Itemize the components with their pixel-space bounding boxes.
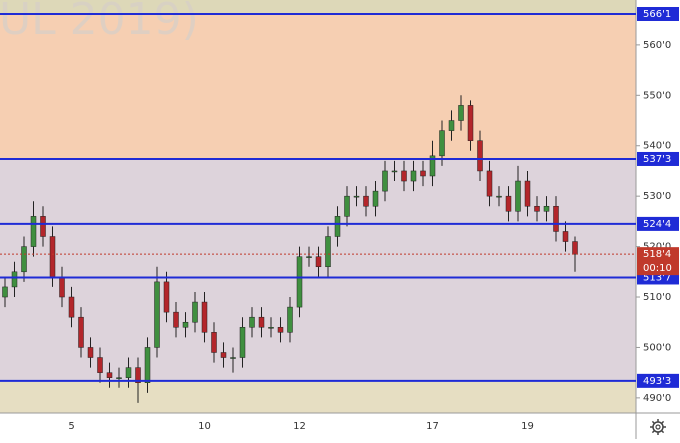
candle-body (391, 170, 398, 173)
candle-body (97, 357, 103, 373)
level-label: 493'3 (643, 376, 671, 387)
candle-body (11, 271, 18, 288)
candle-body (486, 170, 493, 197)
candle-body (553, 205, 559, 232)
candle-body (239, 327, 246, 358)
candle-body (429, 155, 436, 177)
candle-body (116, 377, 122, 379)
timer-label: 00:10 (643, 263, 672, 274)
y-tick-label: 490'0 (643, 393, 671, 404)
level-label: 537'3 (643, 154, 671, 165)
level-label: 566'1 (643, 9, 671, 20)
x-tick-label: 19 (521, 421, 534, 432)
candle-body (182, 321, 189, 328)
candle-body (144, 347, 151, 383)
level-label-bg (637, 151, 679, 166)
candle-body (220, 352, 227, 358)
level-label: 524'4 (643, 219, 671, 230)
zone (0, 0, 636, 14)
candle-body (258, 316, 265, 328)
candle-body (372, 190, 379, 207)
candle-body (2, 286, 8, 298)
candle-body (524, 180, 531, 207)
candle-body (30, 216, 37, 247)
candle-body (382, 170, 388, 192)
candle-body (334, 216, 341, 237)
level-label-bg (637, 373, 679, 388)
candle-body (439, 130, 445, 157)
zone (0, 380, 636, 413)
candle-body (306, 256, 312, 258)
candle-body (106, 372, 113, 378)
current-price-label: 518'4 (643, 249, 671, 260)
candle-body (78, 316, 84, 348)
candle-body (572, 241, 578, 255)
candle-body (296, 256, 303, 308)
candle-body (163, 281, 170, 313)
candle-body (363, 195, 369, 207)
candle-body (467, 105, 474, 141)
candle-body (458, 105, 464, 121)
price-label-bg (637, 247, 679, 276)
level-label-bg (637, 216, 679, 231)
candle-body (477, 140, 483, 172)
candle-body (154, 281, 160, 348)
candle-body (448, 120, 455, 131)
candle-body (505, 195, 512, 212)
candle-body (401, 170, 407, 182)
candle-body (135, 367, 141, 383)
candle-body (201, 301, 208, 333)
candle-body (543, 205, 550, 212)
candle-body (420, 170, 426, 177)
candle-body (249, 316, 255, 328)
x-tick-label: 17 (426, 421, 439, 432)
y-tick-label: 510'0 (643, 292, 671, 303)
candle-body (410, 170, 417, 182)
x-tick-label: 5 (68, 421, 74, 432)
candle-body (353, 195, 360, 198)
candle-body (315, 256, 322, 268)
candle-body (515, 180, 521, 212)
candle-body (534, 205, 540, 212)
y-tick-label: 500'0 (643, 342, 671, 353)
candle-body (68, 296, 75, 318)
level-label: 513'7 (643, 272, 671, 283)
candle-body (211, 332, 217, 353)
y-tick-label: 520'0 (643, 242, 671, 253)
y-tick-label: 530'0 (643, 191, 671, 202)
x-tick-label: 10 (198, 421, 211, 432)
time-axis (0, 413, 680, 439)
level-label-bg (637, 6, 679, 21)
x-tick-label: 12 (293, 421, 306, 432)
candle-body (173, 311, 179, 328)
candle-body (496, 195, 502, 198)
candle-body (287, 306, 293, 333)
y-tick-label: 540'0 (643, 141, 671, 152)
candle-body (87, 347, 94, 358)
candle-body (59, 276, 65, 298)
candle-body (325, 236, 331, 268)
zone (0, 13, 636, 159)
candle-body (344, 195, 350, 217)
candle-body (40, 216, 46, 237)
candle-body (562, 231, 569, 242)
candle-body (230, 357, 236, 359)
candle-body (268, 327, 274, 329)
watermark: JUL 2019) (0, 0, 199, 45)
candle-body (49, 236, 56, 278)
y-tick-label: 550'0 (643, 90, 671, 101)
candle-body (125, 367, 132, 378)
candle-body (192, 301, 198, 323)
y-tick-label: 560'0 (643, 40, 671, 51)
candle-body (21, 246, 27, 273)
settings-icon[interactable] (650, 419, 666, 435)
candle-body (277, 327, 284, 333)
